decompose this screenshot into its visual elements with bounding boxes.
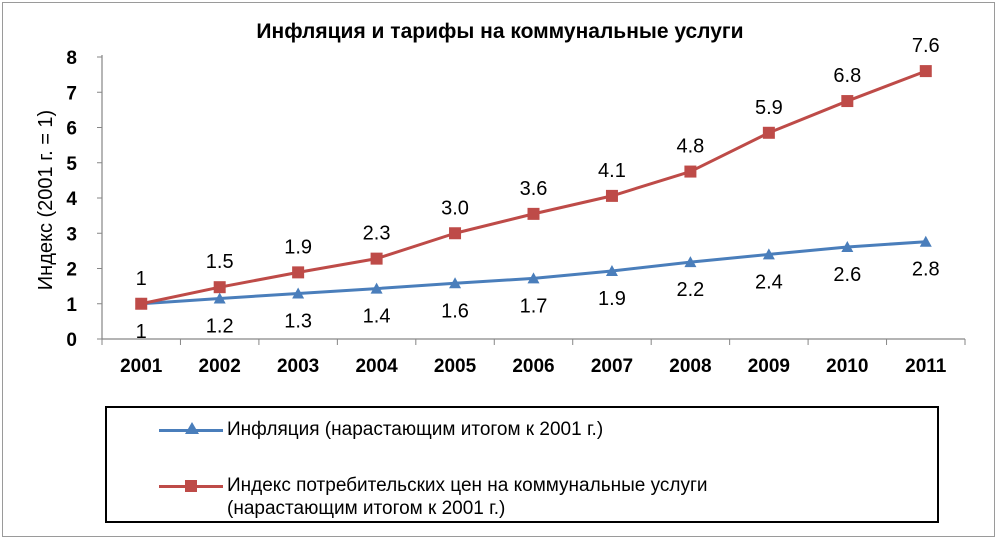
data-point <box>213 292 226 304</box>
legend-item-inflation: Инфляция (нарастающим итогом к 2001 г.) <box>159 418 603 441</box>
legend-label-utilities-line2: (нарастающим итогом к 2001 г.) <box>227 498 506 519</box>
data-point <box>370 252 383 265</box>
triangle-marker-icon <box>185 422 199 434</box>
y-tick-label: 6 <box>66 119 77 140</box>
x-tick-label: 2010 <box>826 356 868 377</box>
data-label: 2.4 <box>755 271 783 293</box>
axes: 0 1 2 3 4 5 6 7 8 2001 2002 2003 2004 2005 2006 2007 200… <box>66 48 966 377</box>
data-label: 5.9 <box>755 97 783 119</box>
series-layer: 1 1.2 1.3 1.4 1.6 1.7 1.9 2.2 2.4 2.6 2.8 1 1.5 1.9 2.… <box>135 35 940 343</box>
data-label: 4.8 <box>677 136 705 158</box>
x-tick-label: 2007 <box>591 356 633 377</box>
y-tick-label: 0 <box>66 330 77 351</box>
legend-swatch-utilities <box>159 474 223 496</box>
data-label: 2.8 <box>912 259 940 281</box>
data-point <box>135 297 148 310</box>
data-label: 3.6 <box>520 178 548 200</box>
data-point <box>213 281 226 294</box>
data-label: 6.8 <box>833 65 861 87</box>
y-tick-label: 4 <box>66 189 77 210</box>
x-tick-label: 2009 <box>748 356 790 377</box>
data-label: 2.3 <box>363 223 391 245</box>
x-tick-label: 2004 <box>355 356 398 377</box>
y-tick-label: 7 <box>66 83 77 104</box>
series-1: 1 1.5 1.9 2.3 3.0 3.6 4.1 4.8 5.9 6.8 7.6 <box>135 35 940 310</box>
x-tick-label: 2002 <box>199 356 241 377</box>
data-point <box>449 277 462 289</box>
data-label: 2.6 <box>833 264 861 286</box>
legend-item-utilities: Индекс потребительских цен на коммунальн… <box>159 474 708 520</box>
data-point <box>292 287 305 299</box>
y-tick-label: 1 <box>66 295 77 316</box>
data-point <box>370 282 383 294</box>
data-point <box>919 235 932 247</box>
data-label: 1.9 <box>598 288 626 310</box>
data-point <box>841 240 854 252</box>
data-point <box>684 165 697 178</box>
data-label: 1.9 <box>284 236 312 258</box>
data-label: 3.0 <box>441 197 469 219</box>
data-point <box>527 272 540 284</box>
data-label: 4.1 <box>598 160 626 182</box>
data-point <box>527 207 540 220</box>
data-point <box>292 266 305 279</box>
data-label: 1 <box>136 321 147 343</box>
y-tick-label: 5 <box>66 154 77 175</box>
data-point <box>449 227 462 240</box>
x-tick-label: 2008 <box>669 356 711 377</box>
legend: Инфляция (нарастающим итогом к 2001 г.) … <box>105 406 939 523</box>
x-tick-label: 2005 <box>434 356 477 377</box>
data-label: 7.6 <box>912 35 940 57</box>
series-0: 1 1.2 1.3 1.4 1.6 1.7 1.9 2.2 2.4 2.6 2.8 <box>135 235 940 343</box>
x-tick-label: 2006 <box>512 356 554 377</box>
data-point <box>605 264 618 276</box>
data-point <box>841 95 854 108</box>
legend-swatch-inflation <box>159 418 223 440</box>
data-label: 1.2 <box>206 315 234 337</box>
y-tick-label: 8 <box>66 48 77 69</box>
x-tick-label: 2011 <box>905 356 947 377</box>
data-label: 1.5 <box>206 251 234 273</box>
data-point <box>919 65 932 78</box>
legend-label-utilities-line1: Индекс потребительских цен на коммунальн… <box>227 475 708 496</box>
x-tick-label: 2003 <box>277 356 319 377</box>
legend-label-inflation: Инфляция (нарастающим итогом к 2001 г.) <box>227 419 604 440</box>
y-tick-label: 2 <box>66 260 77 281</box>
data-label: 1.3 <box>284 311 312 333</box>
data-label: 2.2 <box>677 279 705 301</box>
data-label: 1.6 <box>441 300 469 322</box>
x-tick-label: 2001 <box>120 356 163 377</box>
data-point <box>762 248 775 260</box>
y-tick-label: 3 <box>66 224 77 245</box>
data-label: 1 <box>136 268 147 290</box>
chart-title: Инфляция и тарифы на коммунальные услуги <box>256 20 743 43</box>
data-point <box>605 189 618 202</box>
square-marker-icon <box>185 480 197 492</box>
data-label: 1.7 <box>520 295 548 317</box>
data-label: 1.4 <box>363 306 391 328</box>
data-point <box>762 126 775 139</box>
y-axis-label: Индекс (2001 г. = 1) <box>35 110 57 290</box>
data-point <box>684 256 697 268</box>
